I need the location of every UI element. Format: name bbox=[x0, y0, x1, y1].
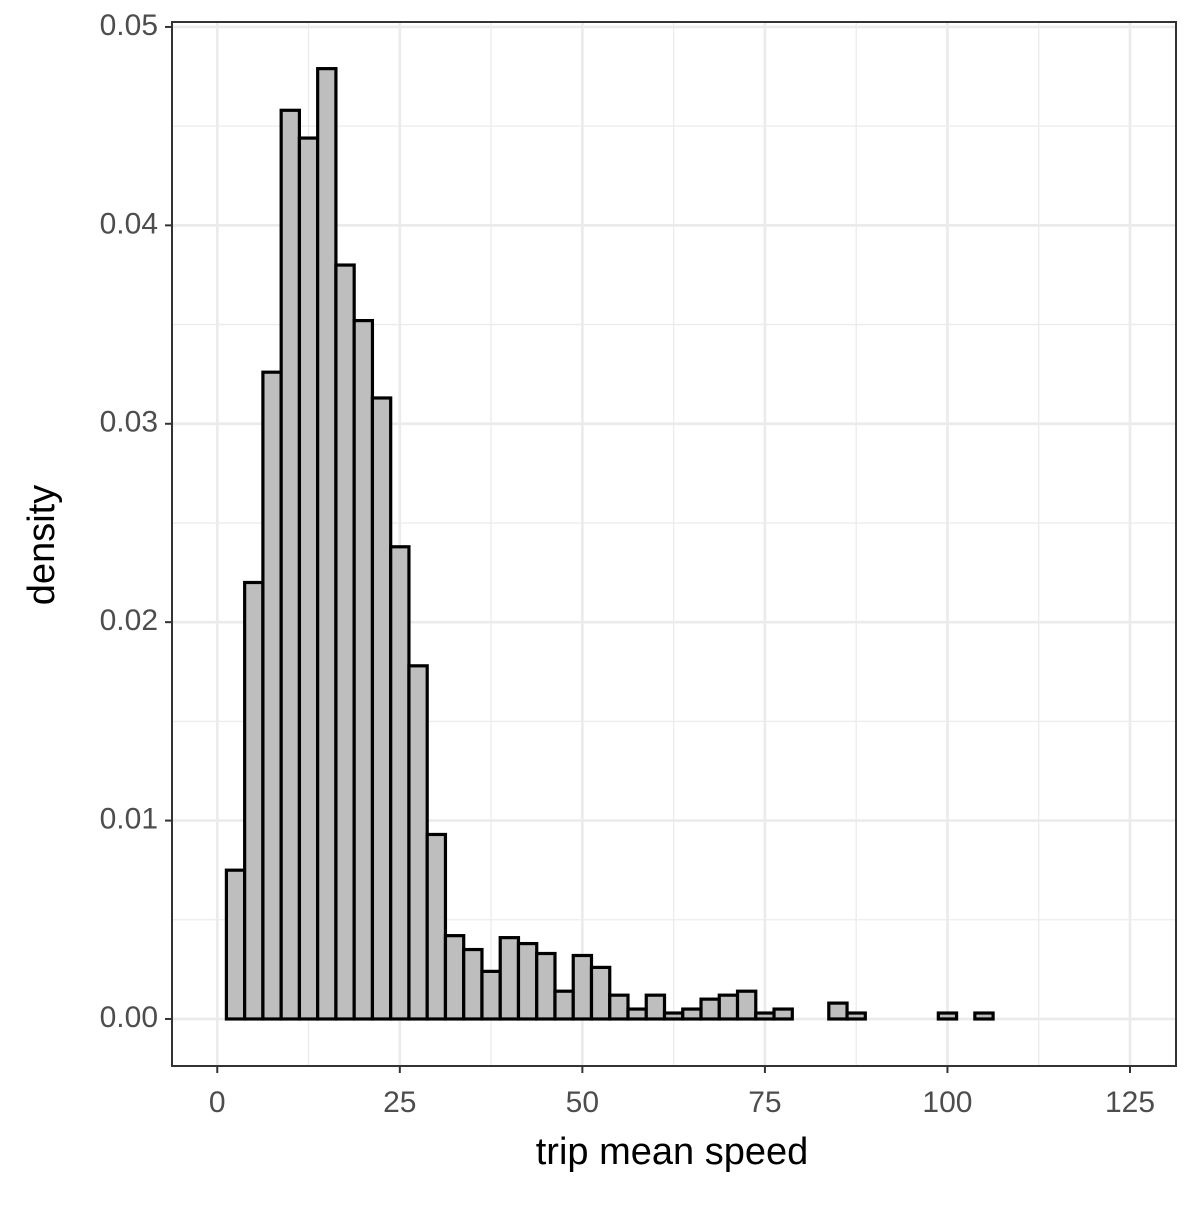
bar bbox=[370, 396, 393, 1021]
bar bbox=[243, 580, 265, 1021]
bar bbox=[516, 941, 539, 1021]
bar bbox=[754, 1011, 776, 1021]
bar bbox=[553, 989, 575, 1021]
y-tick-label: 0.04 bbox=[100, 207, 158, 240]
bar bbox=[224, 868, 247, 1021]
bar bbox=[717, 993, 740, 1021]
bar bbox=[443, 934, 466, 1021]
x-tick-label: 0 bbox=[209, 1086, 226, 1119]
bar bbox=[608, 993, 630, 1021]
bar bbox=[389, 545, 411, 1021]
bar bbox=[626, 1007, 648, 1021]
bar bbox=[334, 263, 356, 1021]
y-tick-label: 0.01 bbox=[100, 802, 158, 835]
bar bbox=[316, 67, 338, 1021]
bar bbox=[589, 965, 612, 1021]
bar bbox=[936, 1011, 959, 1021]
bar bbox=[535, 951, 557, 1021]
y-axis-title: density bbox=[21, 485, 63, 605]
bar bbox=[407, 664, 429, 1021]
bar bbox=[297, 136, 320, 1021]
bar bbox=[681, 1007, 703, 1021]
bar bbox=[699, 997, 721, 1021]
bar bbox=[279, 108, 302, 1021]
y-tick-label: 0.03 bbox=[100, 406, 158, 439]
x-tick-label: 50 bbox=[566, 1086, 599, 1119]
bar bbox=[352, 318, 375, 1021]
bar bbox=[845, 1011, 867, 1021]
y-tick-label: 0.05 bbox=[100, 9, 158, 42]
bar bbox=[571, 953, 594, 1021]
bar bbox=[261, 370, 283, 1021]
bar bbox=[462, 947, 484, 1021]
bar bbox=[772, 1007, 794, 1021]
bar bbox=[973, 1011, 995, 1021]
x-tick-label: 75 bbox=[748, 1086, 781, 1119]
bar bbox=[425, 832, 448, 1021]
x-tick-label: 125 bbox=[1105, 1086, 1155, 1119]
bar bbox=[480, 969, 502, 1021]
bar bbox=[498, 936, 521, 1021]
x-axis-title: trip mean speed bbox=[536, 1131, 809, 1173]
y-tick-label: 0.00 bbox=[100, 1001, 158, 1034]
bar bbox=[644, 993, 667, 1021]
bar bbox=[662, 1011, 685, 1021]
x-tick-label: 100 bbox=[922, 1086, 972, 1119]
x-tick-label: 25 bbox=[383, 1086, 416, 1119]
panel-border bbox=[171, 21, 1177, 1067]
y-tick-label: 0.02 bbox=[100, 604, 158, 637]
bar bbox=[827, 1001, 849, 1021]
bar bbox=[735, 989, 758, 1021]
